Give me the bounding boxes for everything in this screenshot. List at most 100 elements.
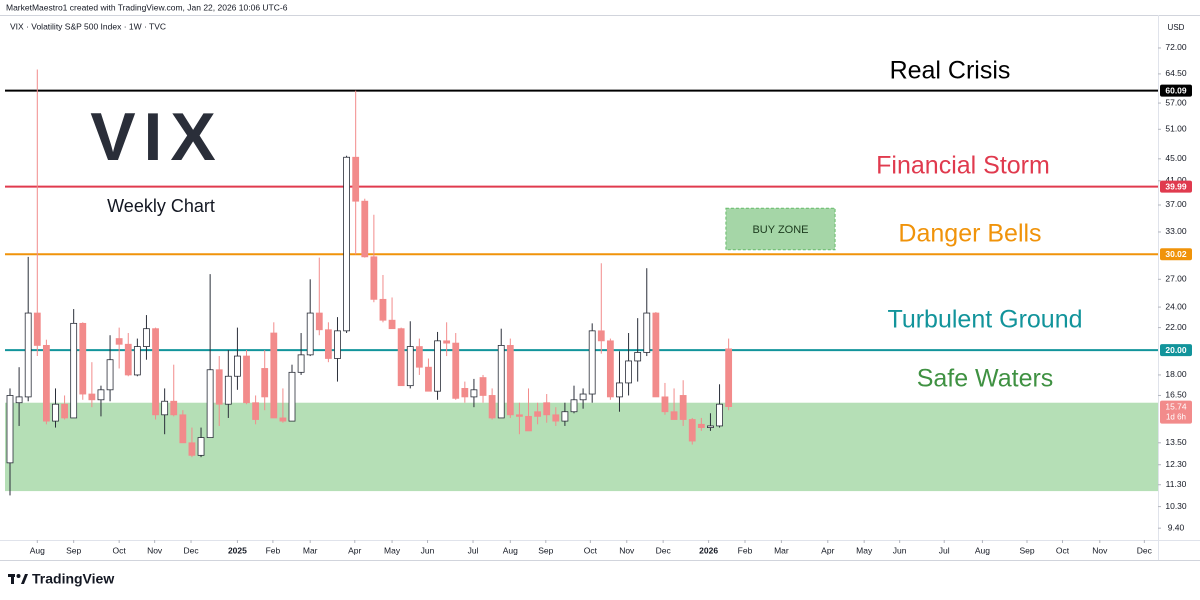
candle-body [261, 368, 269, 398]
candle-body [343, 156, 350, 332]
x-tick-label: Oct [113, 545, 127, 555]
x-tick-label: Nov [619, 545, 635, 555]
x-tick-label: Feb [738, 545, 753, 555]
footer-brand: TradingView [32, 571, 114, 587]
candle-body [634, 352, 642, 362]
candle-body [179, 414, 187, 444]
candle-body [42, 345, 50, 422]
buy-zone [725, 207, 836, 251]
x-tick-label: Nov [1092, 545, 1108, 555]
candle-body [243, 355, 250, 404]
candle-body [506, 345, 514, 416]
candle-body [52, 403, 59, 422]
candle-body [479, 377, 487, 396]
x-tick-label: Dec [1137, 545, 1153, 555]
candle-body [379, 298, 387, 321]
candle-body [288, 371, 296, 422]
candle-body [415, 346, 423, 368]
x-tick-label: Dec [183, 545, 199, 555]
zone-annotation: Danger Bells [898, 220, 1041, 248]
candle-body [70, 322, 78, 419]
candle-body [161, 400, 169, 416]
x-tick-label: Jul [939, 545, 950, 555]
x-tick-label: Mar [303, 545, 318, 555]
candle-body [679, 395, 687, 420]
zone-annotation: Real Crisis [890, 57, 1011, 85]
candle-body [561, 411, 569, 422]
y-tick-label: 37.00 [1165, 199, 1187, 209]
candle-body [497, 345, 505, 419]
countdown: 1d 6h [1166, 413, 1186, 422]
y-tick-label: 45.00 [1165, 153, 1187, 163]
level-badge [1160, 248, 1192, 261]
candle-body [188, 442, 196, 456]
candle-body [670, 411, 678, 420]
candle-body [270, 332, 278, 419]
candle-body [579, 393, 587, 401]
candle-body [488, 395, 496, 419]
level-badge [1160, 344, 1192, 357]
candle-body [570, 399, 578, 413]
candle-body [79, 322, 87, 395]
y-tick-label: 10.30 [1165, 501, 1187, 511]
candle-body [297, 354, 305, 373]
candle-body [397, 328, 405, 387]
x-tick-label: 2025 [228, 545, 247, 555]
x-tick-label: Jun [421, 545, 435, 555]
y-tick-label: 13.50 [1165, 437, 1187, 447]
candle-body [697, 423, 705, 428]
candle-body [215, 369, 223, 405]
level-badge-label: 39.99 [1165, 181, 1187, 191]
buy-zone-label: BUY ZONE [752, 224, 808, 236]
candle-body [15, 396, 23, 404]
candle-body [197, 437, 205, 456]
zone-annotation: Safe Waters [917, 365, 1054, 393]
candle-body [133, 346, 141, 376]
x-tick-label: Sep [538, 545, 553, 555]
candle-body [152, 328, 159, 416]
last-price-label: 15.74 [1165, 401, 1187, 411]
y-tick-label: 64.50 [1165, 68, 1187, 78]
candle-body [33, 312, 41, 346]
y-tick-label: 18.00 [1165, 369, 1187, 379]
candle-body [543, 402, 551, 416]
candle-body [206, 369, 214, 439]
candle-body [707, 425, 714, 428]
candle-body [434, 340, 441, 392]
candle-body [661, 396, 669, 413]
candle-body [115, 338, 123, 345]
y-tick-label: 72.00 [1165, 42, 1187, 52]
candle-body [143, 328, 150, 347]
y-tick-label: 12.30 [1165, 459, 1187, 469]
y-tick-label: 9.40 [1168, 522, 1185, 532]
candle-body [124, 343, 132, 376]
candle-body [388, 319, 396, 330]
x-tick-label: Sep [1019, 545, 1034, 555]
candle-body [106, 359, 114, 391]
candle-body [716, 403, 723, 427]
logo-shape [16, 574, 21, 578]
y-tick-label: 22.00 [1165, 322, 1187, 332]
candle-body [443, 340, 451, 344]
candle-body [279, 417, 287, 422]
credit: MarketMaestro1 created with TradingView.… [6, 2, 288, 12]
candle-body [688, 419, 696, 442]
candle-body [616, 382, 623, 398]
zone-annotation: Financial Storm [876, 152, 1050, 180]
candle-body [224, 375, 232, 405]
candle-body [406, 346, 414, 387]
candle-body [652, 312, 660, 398]
x-tick-label: Sep [66, 545, 81, 555]
logo-shape [11, 574, 14, 584]
x-tick-label: Mar [774, 545, 789, 555]
candle-body [306, 312, 314, 356]
x-tick-label: Dec [656, 545, 672, 555]
candle-body [234, 355, 241, 377]
x-tick-label: Feb [266, 545, 281, 555]
candle-body [88, 393, 96, 401]
candle-body [361, 200, 369, 258]
candle-body [370, 256, 378, 300]
x-tick-label: May [856, 545, 873, 555]
